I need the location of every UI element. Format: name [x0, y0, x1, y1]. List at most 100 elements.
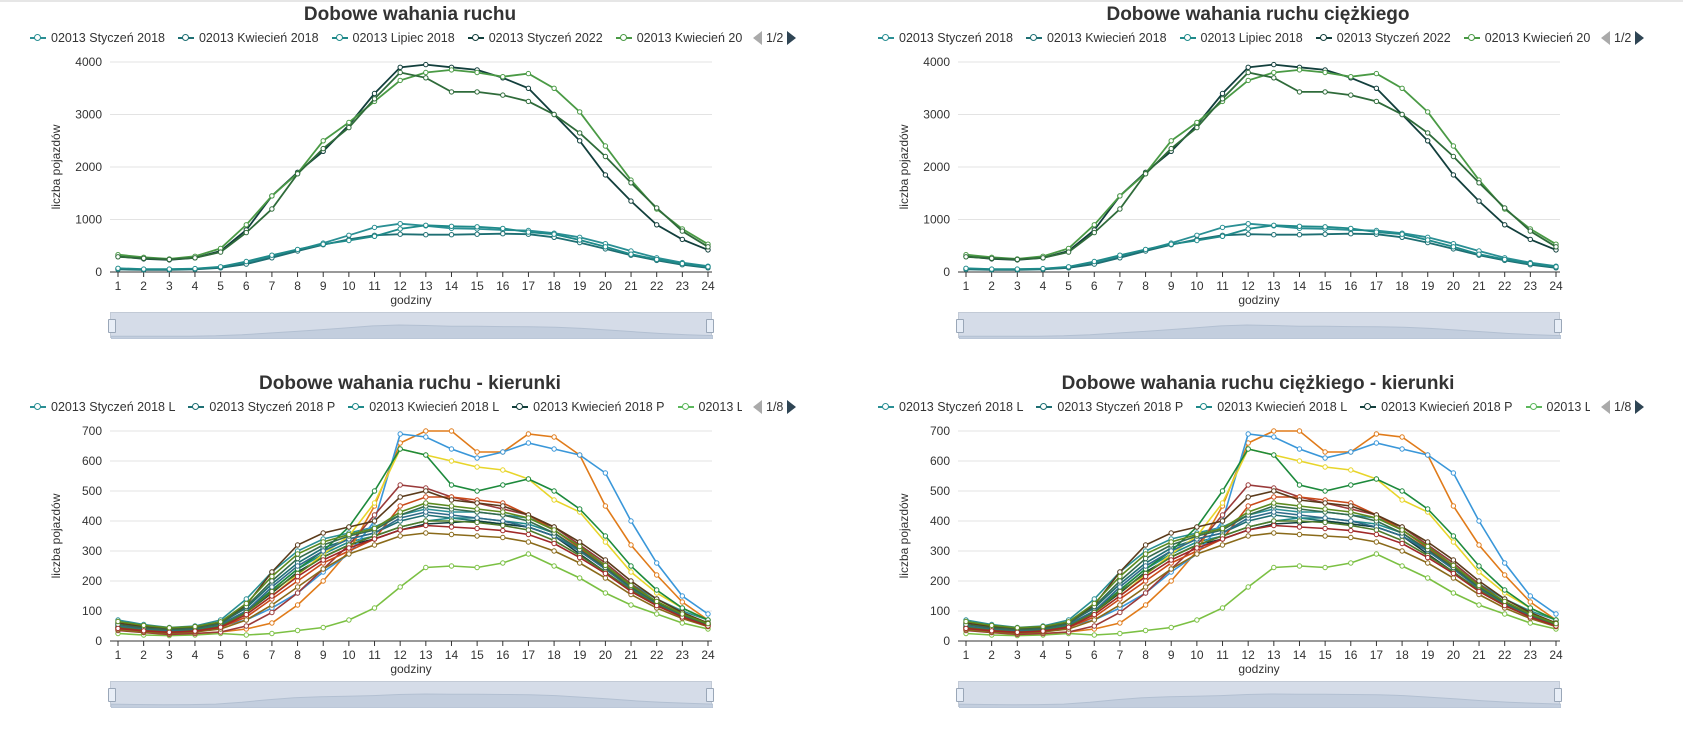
data-point[interactable]	[1168, 138, 1174, 144]
data-point[interactable]	[423, 75, 429, 81]
data-point[interactable]	[1194, 545, 1200, 551]
data-point[interactable]	[1142, 573, 1149, 580]
data-point[interactable]	[1117, 593, 1123, 599]
data-point[interactable]	[1425, 539, 1431, 545]
series[interactable]	[115, 446, 711, 635]
data-point[interactable]	[525, 515, 532, 521]
series[interactable]	[963, 446, 1559, 635]
data-point[interactable]	[1142, 584, 1149, 590]
data-point[interactable]	[141, 266, 147, 272]
data-point[interactable]	[1450, 557, 1457, 563]
data-point[interactable]	[423, 232, 429, 238]
data-point[interactable]	[1117, 206, 1123, 212]
data-point[interactable]	[166, 256, 173, 263]
data-point[interactable]	[397, 77, 403, 84]
data-point[interactable]	[1450, 590, 1457, 596]
data-point[interactable]	[1245, 221, 1251, 227]
data-point[interactable]	[1322, 533, 1328, 539]
data-point[interactable]	[243, 596, 250, 602]
data-point[interactable]	[500, 482, 506, 488]
data-point[interactable]	[989, 622, 995, 629]
data-point[interactable]	[1245, 446, 1251, 452]
data-point[interactable]	[1168, 557, 1174, 563]
legend-item-02013-kwiecie-2018-p[interactable]: 02013 Kwiecień 2018 P	[512, 398, 665, 416]
data-point[interactable]	[1194, 119, 1200, 126]
data-point[interactable]	[1348, 503, 1354, 509]
data-point[interactable]	[577, 506, 583, 512]
data-point[interactable]	[577, 138, 583, 144]
data-point[interactable]	[1194, 617, 1200, 623]
data-point[interactable]	[346, 124, 352, 131]
data-point[interactable]	[679, 599, 685, 605]
data-point[interactable]	[577, 575, 583, 581]
data-point[interactable]	[1399, 548, 1405, 554]
data-point[interactable]	[448, 512, 455, 518]
data-zoom-slider[interactable]	[956, 681, 1562, 708]
data-point[interactable]	[1219, 542, 1226, 548]
data-point[interactable]	[1450, 533, 1457, 539]
data-point[interactable]	[679, 605, 685, 611]
data-point[interactable]	[551, 563, 557, 569]
data-point[interactable]	[397, 584, 403, 590]
data-point[interactable]	[371, 518, 378, 524]
data-point[interactable]	[1219, 536, 1226, 542]
data-point[interactable]	[1527, 599, 1533, 605]
data-point[interactable]	[1348, 231, 1354, 237]
data-point[interactable]	[269, 578, 275, 584]
legend-prev-icon[interactable]	[1601, 31, 1610, 45]
data-point[interactable]	[474, 506, 480, 512]
data-point[interactable]	[1502, 256, 1508, 263]
data-point[interactable]	[474, 500, 480, 506]
data-point[interactable]	[1527, 260, 1533, 267]
zoom-handle-right-icon[interactable]	[1554, 319, 1562, 333]
data-point[interactable]	[1296, 223, 1303, 230]
data-point[interactable]	[1091, 229, 1098, 236]
data-point[interactable]	[423, 428, 429, 434]
series[interactable]	[963, 431, 1559, 632]
legend-item-02013-stycze-2022[interactable]: 02013 Styczeń 2022	[467, 29, 603, 47]
data-point[interactable]	[1373, 476, 1380, 482]
data-point[interactable]	[989, 266, 995, 272]
data-point[interactable]	[474, 533, 480, 539]
data-point[interactable]	[1245, 503, 1251, 509]
data-point[interactable]	[500, 527, 506, 534]
data-point[interactable]	[577, 237, 583, 243]
data-point[interactable]	[269, 252, 275, 258]
data-point[interactable]	[1014, 625, 1021, 631]
data-point[interactable]	[1245, 226, 1251, 232]
data-point[interactable]	[474, 89, 480, 95]
data-point[interactable]	[269, 206, 275, 212]
data-point[interactable]	[1271, 61, 1277, 68]
data-point[interactable]	[654, 587, 660, 593]
data-point[interactable]	[1322, 488, 1328, 494]
data-point[interactable]	[320, 241, 326, 247]
data-point[interactable]	[269, 602, 275, 608]
data-point[interactable]	[1348, 74, 1354, 80]
data-point[interactable]	[577, 130, 583, 136]
data-point[interactable]	[1219, 96, 1226, 102]
data-point[interactable]	[1040, 623, 1046, 630]
data-point[interactable]	[1476, 582, 1482, 589]
data-point[interactable]	[192, 255, 198, 261]
data-point[interactable]	[1476, 518, 1482, 524]
data-point[interactable]	[1476, 578, 1482, 584]
data-point[interactable]	[320, 566, 326, 572]
data-point[interactable]	[551, 527, 557, 533]
data-point[interactable]	[525, 431, 532, 437]
data-point[interactable]	[1425, 575, 1431, 581]
data-point[interactable]	[192, 628, 198, 634]
data-point[interactable]	[602, 539, 609, 545]
data-point[interactable]	[397, 494, 403, 500]
data-point[interactable]	[525, 440, 532, 446]
data-point[interactable]	[1271, 69, 1277, 76]
data-point[interactable]	[371, 536, 378, 542]
data-point[interactable]	[500, 503, 506, 509]
data-point[interactable]	[243, 258, 250, 265]
data-point[interactable]	[963, 618, 969, 625]
data-point[interactable]	[320, 145, 326, 152]
data-point[interactable]	[294, 627, 301, 634]
data-point[interactable]	[551, 446, 557, 452]
series[interactable]	[963, 500, 1559, 631]
data-point[interactable]	[654, 598, 660, 605]
series[interactable]	[963, 69, 1559, 263]
